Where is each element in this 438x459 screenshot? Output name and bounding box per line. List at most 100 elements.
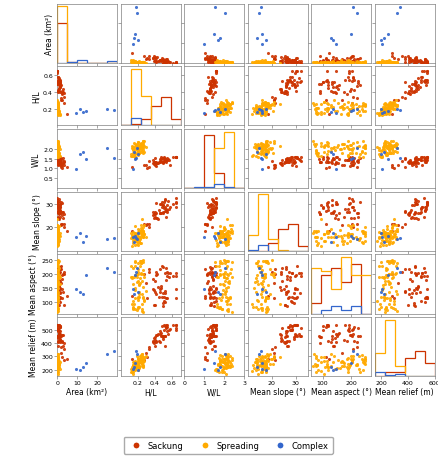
Point [55, 269, 62, 276]
Point [374, 111, 381, 118]
Point [276, 337, 283, 345]
Point [158, 199, 165, 207]
Point [259, 142, 266, 150]
Point [412, 272, 419, 279]
Point [408, 202, 415, 209]
Point [421, 82, 428, 90]
Point [379, 229, 386, 236]
Point [138, 147, 145, 155]
Point [53, 140, 60, 148]
Point [354, 56, 361, 64]
Point [136, 356, 143, 363]
Point [53, 359, 60, 366]
Point [276, 87, 283, 95]
Point [208, 324, 215, 331]
Point [212, 79, 219, 87]
Point [422, 58, 429, 65]
Point [219, 111, 226, 118]
Point [152, 163, 159, 170]
Point [251, 110, 258, 118]
Point [255, 143, 262, 150]
Point [53, 304, 60, 312]
Point [59, 271, 66, 278]
Point [205, 215, 212, 222]
Point [297, 158, 304, 165]
Point [334, 60, 341, 67]
Point [220, 59, 227, 67]
Point [158, 156, 165, 163]
Point [172, 154, 179, 162]
Point [284, 295, 291, 302]
Point [54, 300, 61, 308]
Point [377, 237, 384, 245]
Point [381, 60, 388, 67]
Point [55, 160, 62, 167]
Point [347, 59, 354, 67]
Point [266, 350, 273, 358]
Point [261, 153, 268, 160]
Point [53, 209, 60, 216]
Point [134, 362, 141, 369]
Point [277, 161, 284, 168]
Point [214, 362, 221, 369]
Point [211, 269, 218, 276]
Point [215, 361, 222, 368]
Point [132, 150, 139, 157]
Point [276, 60, 283, 67]
Point [135, 227, 142, 235]
Point [131, 242, 138, 249]
Point [315, 211, 322, 218]
Point [56, 323, 63, 330]
Point [220, 101, 227, 108]
Point [391, 102, 398, 109]
Point [332, 83, 339, 90]
Point [387, 162, 394, 169]
Point [285, 58, 292, 65]
Point [391, 288, 398, 295]
Point [351, 59, 358, 67]
Point [406, 209, 413, 217]
Point [131, 364, 138, 372]
Point [249, 151, 256, 159]
Point [382, 295, 389, 302]
Point [382, 142, 389, 150]
Point [218, 290, 225, 297]
Point [145, 265, 152, 273]
Point [214, 232, 221, 239]
Point [54, 145, 61, 152]
Point [254, 257, 261, 265]
Point [54, 235, 61, 242]
Point [211, 199, 218, 207]
Point [347, 214, 354, 222]
Point [326, 226, 333, 233]
Point [406, 85, 413, 92]
Point [297, 68, 304, 76]
Point [53, 102, 60, 109]
Point [200, 234, 207, 241]
Point [387, 142, 394, 150]
Point [223, 353, 230, 361]
Point [139, 233, 146, 240]
Point [286, 277, 293, 284]
Point [405, 57, 412, 65]
Point [145, 221, 152, 228]
Point [389, 138, 396, 145]
Point [56, 322, 63, 329]
Point [213, 57, 220, 64]
Point [54, 366, 61, 373]
Point [338, 350, 345, 357]
Point [352, 59, 359, 67]
Point [138, 300, 145, 308]
Point [134, 238, 141, 246]
Point [58, 295, 65, 302]
Point [220, 60, 227, 67]
Point [406, 58, 413, 65]
Point [406, 207, 413, 214]
Point [58, 333, 65, 340]
Point [55, 334, 62, 341]
Point [255, 11, 262, 18]
Point [211, 56, 218, 64]
Point [138, 60, 145, 67]
Point [381, 105, 389, 112]
Point [131, 295, 138, 302]
